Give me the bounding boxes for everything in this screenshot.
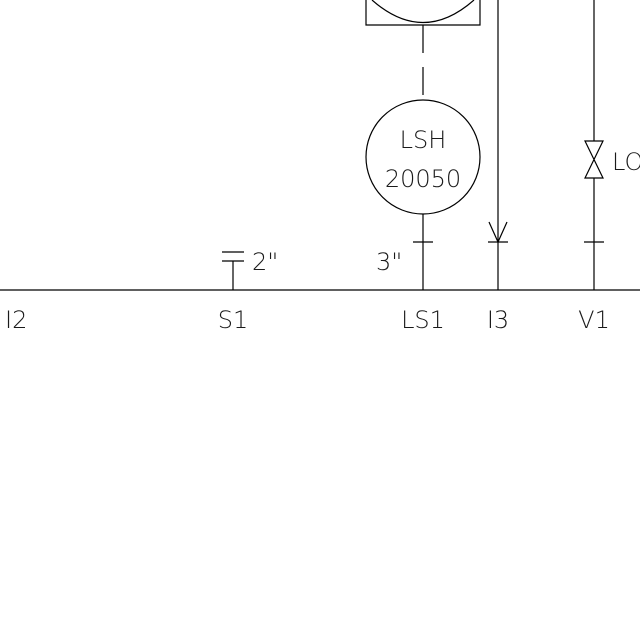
lsh-instrument-bubble xyxy=(365,99,481,215)
instrument-type-label: LSH xyxy=(400,126,447,154)
point-label-v1: V1 xyxy=(578,306,610,334)
point-label-s1: S1 xyxy=(218,306,249,334)
valve-lo-label: LO xyxy=(612,148,640,176)
upper-housing-box xyxy=(365,0,481,26)
v1-gate-valve xyxy=(584,140,604,179)
point-label-ls1: LS1 xyxy=(401,306,445,334)
upper-instrument-bubble xyxy=(371,0,475,24)
pipe-size-s1: 2" xyxy=(252,248,278,276)
pipe-size-ls1: 3" xyxy=(376,248,402,276)
point-label-i2: I2 xyxy=(5,306,27,334)
point-label-i3: I3 xyxy=(487,306,509,334)
instrument-number-label: 20050 xyxy=(385,165,461,193)
